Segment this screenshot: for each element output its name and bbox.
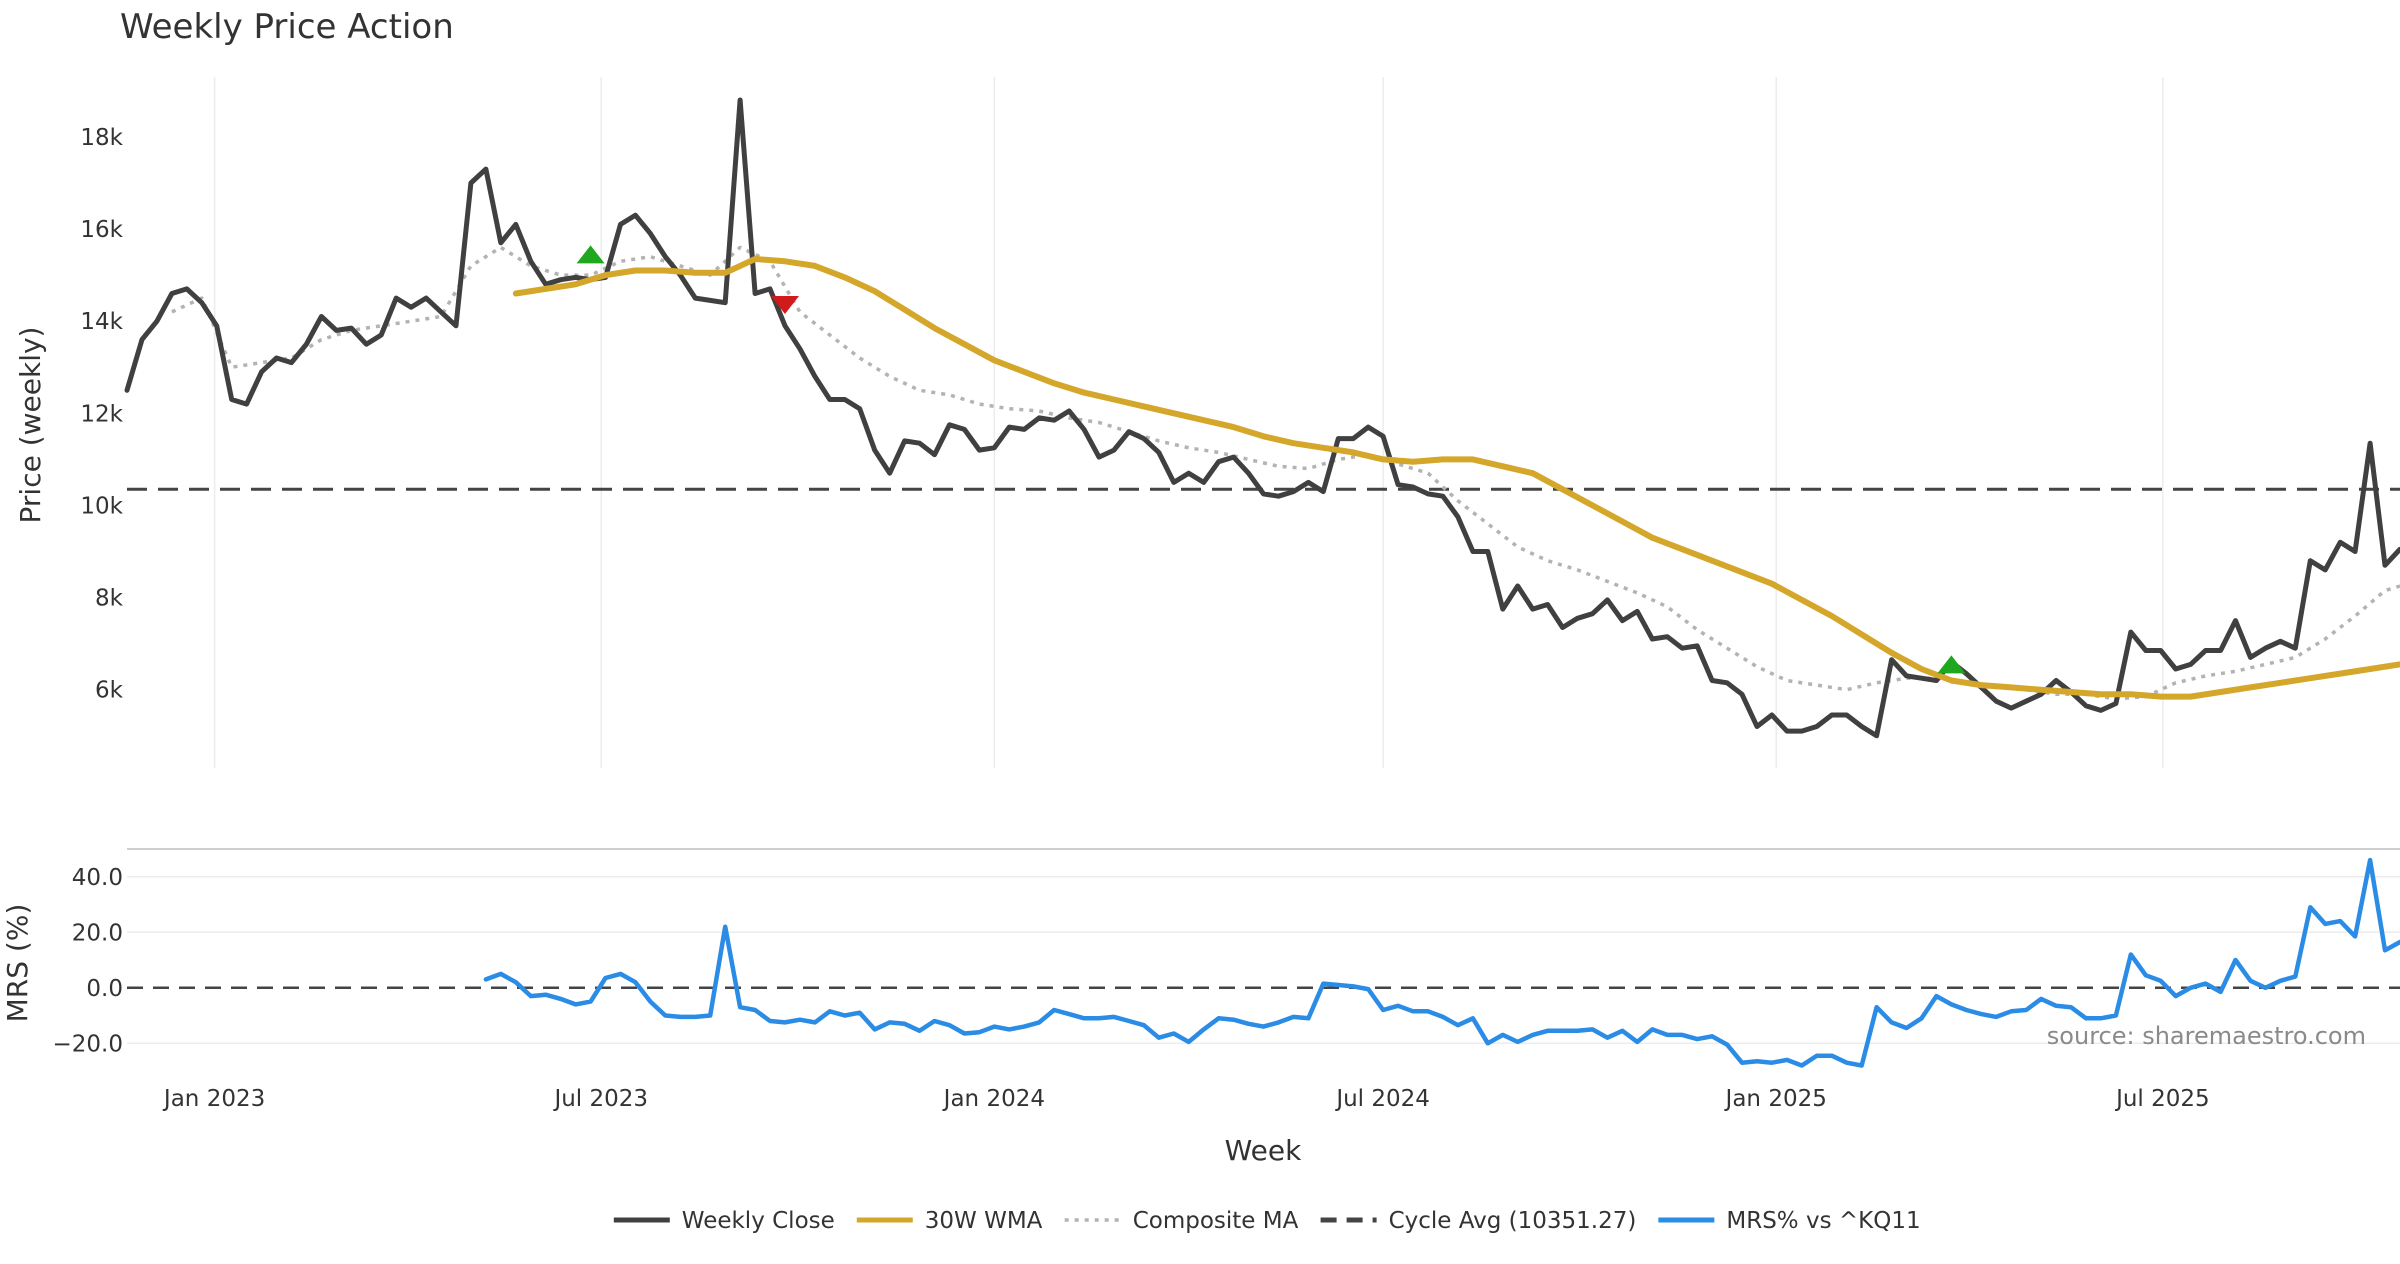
mrs-y-tick-1: 0.0 [86,976,123,1002]
mrs-y-tick-3: 40.0 [72,865,123,891]
chart-legend: Weekly Close 30W WMA Composite MA Cycle Avg… [613,1208,1921,1234]
series-composite-ma [171,245,2400,701]
price-y-tick-2: 10k [80,493,123,519]
chart-title: Weekly Price Action [120,7,454,47]
legend-entry-composite-ma: Composite MA [1064,1208,1299,1234]
x-axis-title: Week [1225,1134,1302,1167]
source-note: source: sharemaestro.com [2047,1022,2366,1050]
x-tick-5: Jul 2025 [2114,1086,2210,1112]
price-y-axis-title: Price (weekly) [14,327,47,524]
price-series-group [124,97,2400,739]
mrs-y-tick-0: −20.0 [53,1031,123,1057]
x-tick-4: Jan 2025 [1724,1086,1827,1112]
mrs-y-axis-title: MRS (%) [1,904,34,1023]
price-y-tick-1: 8k [95,586,124,612]
series-30w-wma [512,256,2400,700]
legend-entry-mrs-vs-kq11: MRS% vs ^KQ11 [1658,1208,1921,1234]
mrs-series-group [483,857,2400,1068]
price-y-tick-6: 18k [80,125,123,151]
legend-label-4: MRS% vs ^KQ11 [1726,1208,1920,1234]
legend-label-3: Cycle Avg (10351.27) [1389,1208,1637,1234]
series-mrs-vs-kq11 [483,857,2400,1068]
signal-markers [576,245,1966,674]
legend-entry-cycle-avg-10351-27: Cycle Avg (10351.27) [1320,1208,1637,1234]
x-tick-2: Jan 2024 [942,1086,1045,1112]
legend-label-0: Weekly Close [682,1208,835,1234]
legend-entry-weekly-close: Weekly Close [613,1208,835,1234]
x-tick-1: Jul 2023 [552,1086,648,1112]
price-y-tick-0: 6k [95,678,124,704]
mrs-y-tick-2: 20.0 [72,920,123,946]
x-tick-3: Jul 2024 [1334,1086,1430,1112]
legend-entry-30w-wma: 30W WMA [856,1208,1043,1234]
legend-label-2: Composite MA [1133,1208,1299,1234]
mrs-panel-gridlines [127,876,2400,1044]
x-tick-0: Jan 2023 [162,1086,265,1112]
price-y-tick-3: 12k [80,401,123,427]
legend-label-1: 30W WMA [925,1208,1043,1234]
buy-signal-marker-2 [1937,655,1966,674]
series-weekly-close [124,97,2400,739]
price-y-tick-labels: 6k 8k 10k 12k 14k 16k 18k [80,125,123,704]
mrs-y-tick-labels: −20.0 0.0 20.0 40.0 [53,865,123,1058]
sell-signal-marker-1 [770,296,799,315]
price-y-tick-5: 16k [80,217,123,243]
x-tick-labels: Jan 2023 Jul 2023 Jan 2024 Jul 2024 Jan 2025… [162,1086,2210,1112]
buy-signal-marker-0 [576,245,605,264]
price-panel-gridlines [213,77,2164,768]
price-y-tick-4: 14k [80,309,123,335]
